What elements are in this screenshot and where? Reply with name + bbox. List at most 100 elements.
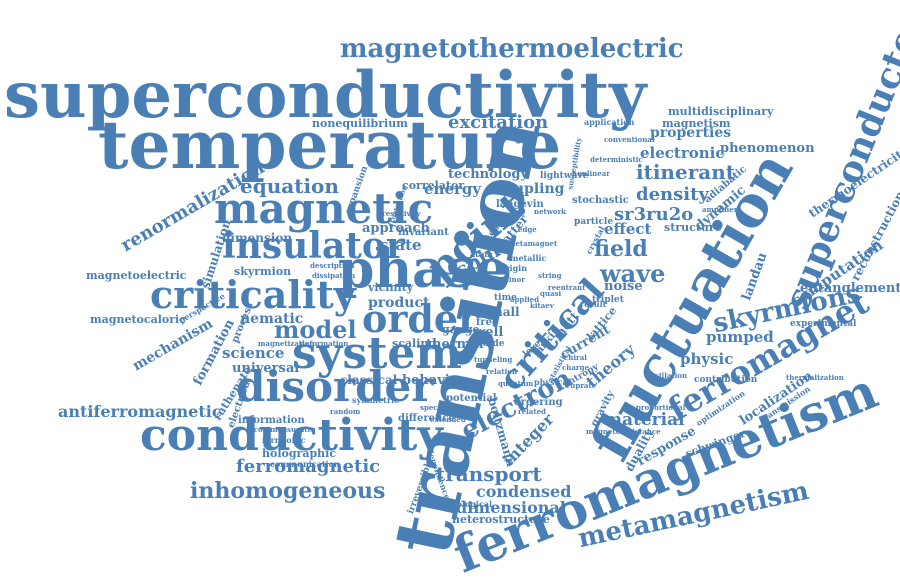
word-difference: difference [398,413,455,424]
word-sr3ru2o: sr3ru2o [614,204,694,225]
word-dimension: dimension [222,231,293,245]
word-cuprate: cuprate [566,381,597,390]
word-thermalization: thermalization [786,373,844,382]
word-transport: transport [436,462,542,486]
word-invariant: invariant [398,227,449,238]
word-energy: energy [424,180,482,198]
word-lightwave: lightwave [540,171,589,181]
word-magnetic: magnetic [214,184,434,233]
word-heterostructure: heterostructure [452,513,550,526]
word-symmetric: symmetric [352,395,399,405]
word-experimental: experimental [790,319,857,329]
word-pumped: pumped [706,328,774,346]
word-model: model [274,315,357,344]
word-metamagnet: metamagnet [508,239,558,248]
word-chiral: chiral [564,353,587,362]
word-applied: applied [510,295,539,304]
word-related: related [518,407,546,416]
word-network: network [534,207,567,216]
word-noise: noise [604,279,643,294]
word-potential: potential [446,393,497,404]
word-free: free [476,317,499,328]
word-edge: edge [518,225,537,234]
word-information: information [238,415,305,426]
word-susceptibility: susceptibility [565,136,584,191]
word-physical: physical [534,377,571,387]
word-ordering: ordering [514,397,563,408]
word-phase: phase [338,239,509,300]
word-langevin: langevin [496,199,544,210]
word-spectrum: spectrum [420,403,457,412]
word-oscillation: oscillation [646,371,688,380]
word-quasi: quasi [540,289,562,298]
word-wave: wave [600,259,666,288]
word-stochastic: stochastic [572,195,629,206]
word-application: application [584,117,635,127]
word-magnetization: magnetization [258,339,315,348]
word-particle: particle [574,217,614,227]
word-random: random [330,407,361,416]
word-universal: universal [232,361,300,376]
word-classical: classical [340,373,398,387]
word-scaling: scaling [392,337,437,350]
word-gauge: gauge [442,323,480,336]
word-nematic: nematic [240,311,304,327]
word-deformation: deformation [300,339,349,348]
word-structure: structure [664,221,722,234]
word-physic: physic [680,350,734,368]
word-kitaev: kitaev [530,301,554,310]
word-antiferromagnetic: antiferromagnetic [58,402,222,421]
word-condensed: condensed [476,482,572,501]
word-material: material [604,410,685,430]
word-ferromagnetic: ferromagnetic [236,456,381,477]
word-deterministic: deterministic [590,155,643,164]
word-incommensurate: incommensurate [246,425,312,434]
word-state: state [380,236,422,254]
word-properties: properties [650,125,732,141]
word-dissipation: dissipation [312,271,356,280]
word-communication: communication [270,459,340,469]
word-multidisciplinary: multidisciplinary [668,105,774,118]
word-fluide: fluide [476,339,505,349]
word-time: time [494,293,517,303]
word-metallic: metallic [510,253,547,263]
word-triplet: triplet [592,295,624,305]
word-well: well [474,325,504,340]
word-conventional: conventional [604,135,655,144]
word-conductivity: conductivity [140,410,443,461]
word-quantum: quantum [498,379,534,388]
word-superconductivity: superconductivity [4,58,647,133]
word-inhomogeneous: inhomogeneous [190,478,386,504]
word-thermal: thermal [426,337,484,352]
word-field: field [594,236,648,262]
word-science: science [222,344,285,362]
word-magnetism: magnetism [662,117,731,130]
word-insulator: insulator [222,225,405,267]
word-fermionic: fermionic [262,435,306,445]
word-disorder: disorder [236,362,434,411]
word-phenomenon: phenomenon [720,141,815,156]
word-technology: technology [448,167,529,182]
word-criticality: criticality [150,272,356,317]
word-hall: hall [494,305,520,319]
word-coupling: coupling [496,181,565,197]
word-behavior: behavior [402,373,466,388]
word-correlator: correlator [402,179,465,192]
word-extended: extended [430,415,466,424]
word-approach: approach [362,221,430,236]
word-product: product [368,295,430,311]
word-description: description [310,261,355,270]
word-tunneling: tunneling [474,355,513,364]
word-skyrmion: skyrmion [234,265,292,278]
word-proportional: proportional [636,403,686,412]
word-magnetothermoelectric: magnetothermoelectric [340,34,684,64]
word-spinor: spinor [500,275,525,284]
word-magnetocaloric: magnetocaloric [90,313,186,326]
word-contribution: contribution [694,375,758,385]
word-nonequilibrium: nonequilibrium [312,117,408,130]
word-reentrant: reentrant [548,283,586,292]
word-system: system [292,328,462,379]
word-magnetoresistance: magnetoresistance [586,427,661,436]
word-relation: relation [486,367,517,376]
